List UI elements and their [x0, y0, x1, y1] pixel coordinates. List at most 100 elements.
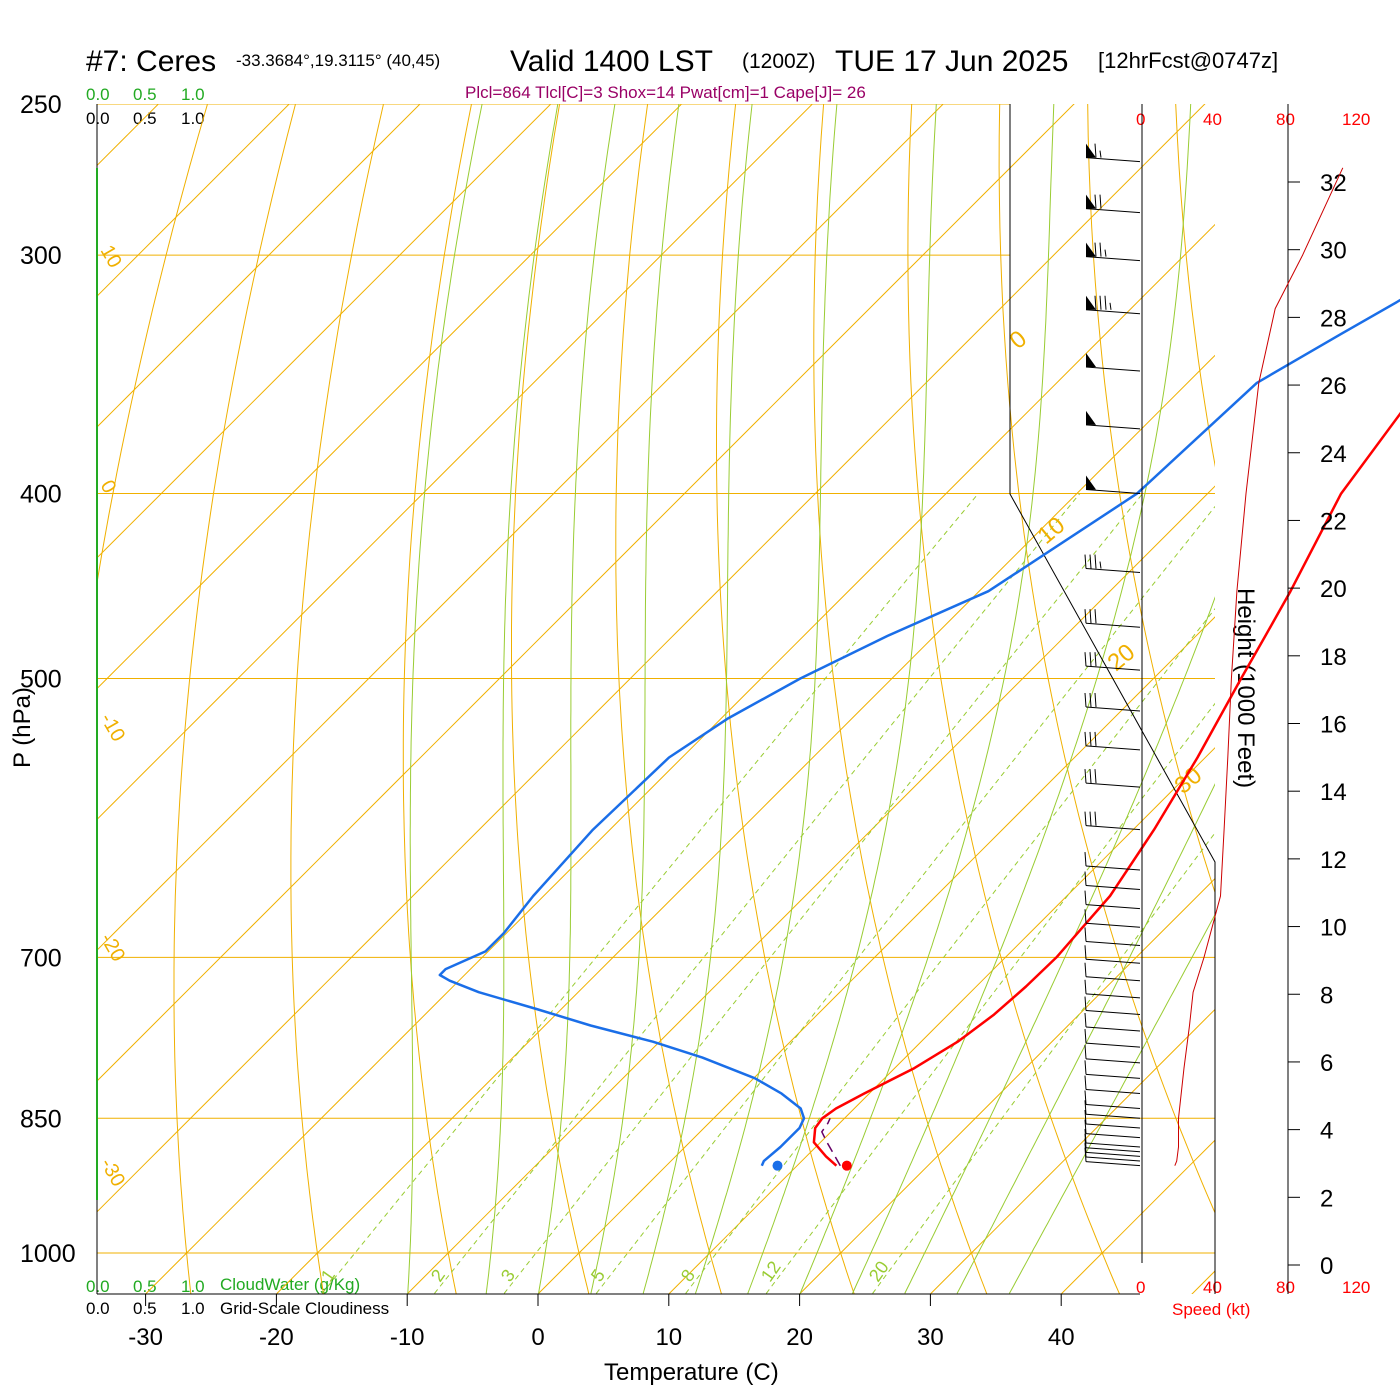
wind-barb: [1084, 979, 1141, 999]
isotherm-line: [97, 104, 1206, 1213]
station-title: #7: Ceres: [86, 45, 216, 78]
height-tick-label: 28: [1320, 305, 1347, 332]
dry-adiabat-line: [615, 104, 723, 1294]
pressure-tick-label: 500: [20, 666, 62, 694]
isotherm-line: [97, 104, 814, 821]
y-axis-label: P (hPa): [9, 687, 36, 768]
mixing-ratio-label: 20: [865, 1257, 893, 1285]
isotherm-line: [97, 104, 1075, 1082]
mixing-ratio-line: [685, 607, 1215, 1294]
mixing-ratio-line: [765, 702, 1215, 1294]
isotherm-label: -10: [96, 710, 130, 746]
mixing-ratio-line: [434, 493, 1081, 1294]
wind-barb: [1084, 1129, 1141, 1148]
sounding-profiles: [438, 298, 1400, 1171]
wind-barbs: [1084, 143, 1141, 1167]
speed-scale-bottom: 0 40 80 120 Speed (kt): [1136, 1278, 1370, 1319]
dry-adiabat-line: [97, 104, 209, 586]
wind-barb: [1084, 1109, 1141, 1129]
x-axis-label: Temperature (C): [604, 1359, 779, 1386]
cloud-water-btick-2: 1.0: [181, 1277, 205, 1296]
wind-barb: [1085, 352, 1141, 372]
mixing-ratio-line: [321, 493, 979, 1294]
wind-barb: [1084, 1090, 1141, 1109]
cloud-water-tick-0: 0.0: [86, 85, 110, 104]
wind-barb: [1085, 242, 1141, 262]
pressure-tick-label: 850: [20, 1105, 62, 1133]
moist-adiabat-line: [485, 104, 559, 1294]
mixing-ratio-label: 5: [587, 1266, 609, 1286]
pressure-tick-label: 700: [20, 944, 62, 972]
height-tick-label: 2: [1320, 1185, 1333, 1212]
speed-tick-bot-0: 0: [1136, 1278, 1145, 1297]
wind-barb: [1084, 1060, 1141, 1079]
moist-adiabat-line: [590, 104, 680, 1294]
moist-adiabat-line: [538, 104, 616, 1294]
surface-dewpoint-dot: [772, 1160, 783, 1171]
height-tick-label: 26: [1320, 373, 1347, 400]
x-tick-label: 20: [786, 1324, 813, 1351]
moist-adiabat-line: [407, 104, 483, 1294]
wind-barb: [1084, 1133, 1141, 1153]
mixing-ratio-line: [872, 832, 1215, 1294]
x-tick-label: -10: [390, 1324, 425, 1351]
dry-adiabat-line: [1175, 104, 1215, 468]
wind-barb: [1084, 871, 1141, 891]
speed-tick-bot-2: 80: [1276, 1278, 1295, 1297]
temperature-profile: [812, 411, 1400, 1167]
pressure-tick-label: 250: [20, 91, 62, 119]
height-tick-label: 10: [1320, 915, 1347, 942]
wind-barb: [1084, 1044, 1141, 1064]
moist-adiabat-line: [695, 104, 838, 1294]
wind-barb: [1084, 652, 1141, 671]
isotherm-line: [929, 1008, 1215, 1294]
isotherm-label: -20: [96, 930, 130, 966]
wind-barb: [1084, 609, 1141, 628]
dry-adiabat-line: [290, 104, 385, 1294]
wind-barb: [1085, 143, 1141, 163]
mixing-ratio-line: [503, 493, 1143, 1294]
isotherm-line: [537, 616, 1215, 1294]
dewpoint-profile: [438, 298, 1400, 1167]
wind-barb: [1084, 890, 1141, 910]
moist-adiabat-line: [956, 783, 1215, 1294]
wind-barb: [1085, 295, 1141, 315]
height-tick-label: 22: [1320, 508, 1347, 535]
cloud-water-btick-0: 0.0: [86, 1277, 110, 1296]
cloud-water-btick-1: 0.5: [133, 1277, 157, 1296]
height-tick-label: 32: [1320, 170, 1347, 197]
plot-right-boundary: [1009, 104, 1216, 1294]
zulu-time: (1200Z): [742, 50, 816, 73]
isotherm-line: [798, 877, 1215, 1294]
pressure-tick-label: 300: [20, 242, 62, 270]
dry-adiabat-line: [511, 104, 590, 1294]
wind-barb: [1084, 1100, 1141, 1119]
height-tick-label: 14: [1320, 779, 1347, 806]
wind-barb: [1084, 692, 1141, 712]
cloud-water-label: CloudWater (g/Kg): [220, 1275, 360, 1294]
wind-barb: [1085, 410, 1141, 430]
wind-barb: [1084, 852, 1141, 871]
isotherm-line: [97, 104, 683, 690]
cloud-scale-top: 0.0 0.5 1.0 0.0 0.5 1.0: [86, 85, 205, 128]
dry-adiabat-line: [716, 104, 855, 1294]
height-tick-label: 24: [1320, 441, 1347, 468]
height-tick-label: 12: [1320, 847, 1347, 874]
dry-adiabat-line: [998, 104, 1215, 1215]
pressure-tick-label: 400: [20, 481, 62, 509]
mixing-ratio-label: 2: [427, 1266, 449, 1286]
background-grid: [97, 104, 1215, 1294]
height-tick-label: 4: [1320, 1118, 1333, 1145]
wind-barb: [1084, 1075, 1141, 1095]
speed-tick-top-0: 0: [1136, 110, 1145, 129]
station-coords: -33.3684°,19.3115° (40,45): [236, 51, 440, 70]
speed-tick-top-2: 80: [1276, 110, 1295, 129]
x-tick-label: 40: [1048, 1324, 1075, 1351]
wind-barb: [1084, 1147, 1141, 1167]
x-tick-label: 0: [531, 1324, 544, 1351]
cloud-water-tick-1: 0.5: [133, 85, 157, 104]
pressure-tick-label: 1000: [20, 1240, 76, 1268]
speed-tick-bot-3: 120: [1342, 1278, 1370, 1297]
dry-adiabat-line: [1087, 104, 1215, 894]
wind-barb: [1084, 909, 1141, 928]
